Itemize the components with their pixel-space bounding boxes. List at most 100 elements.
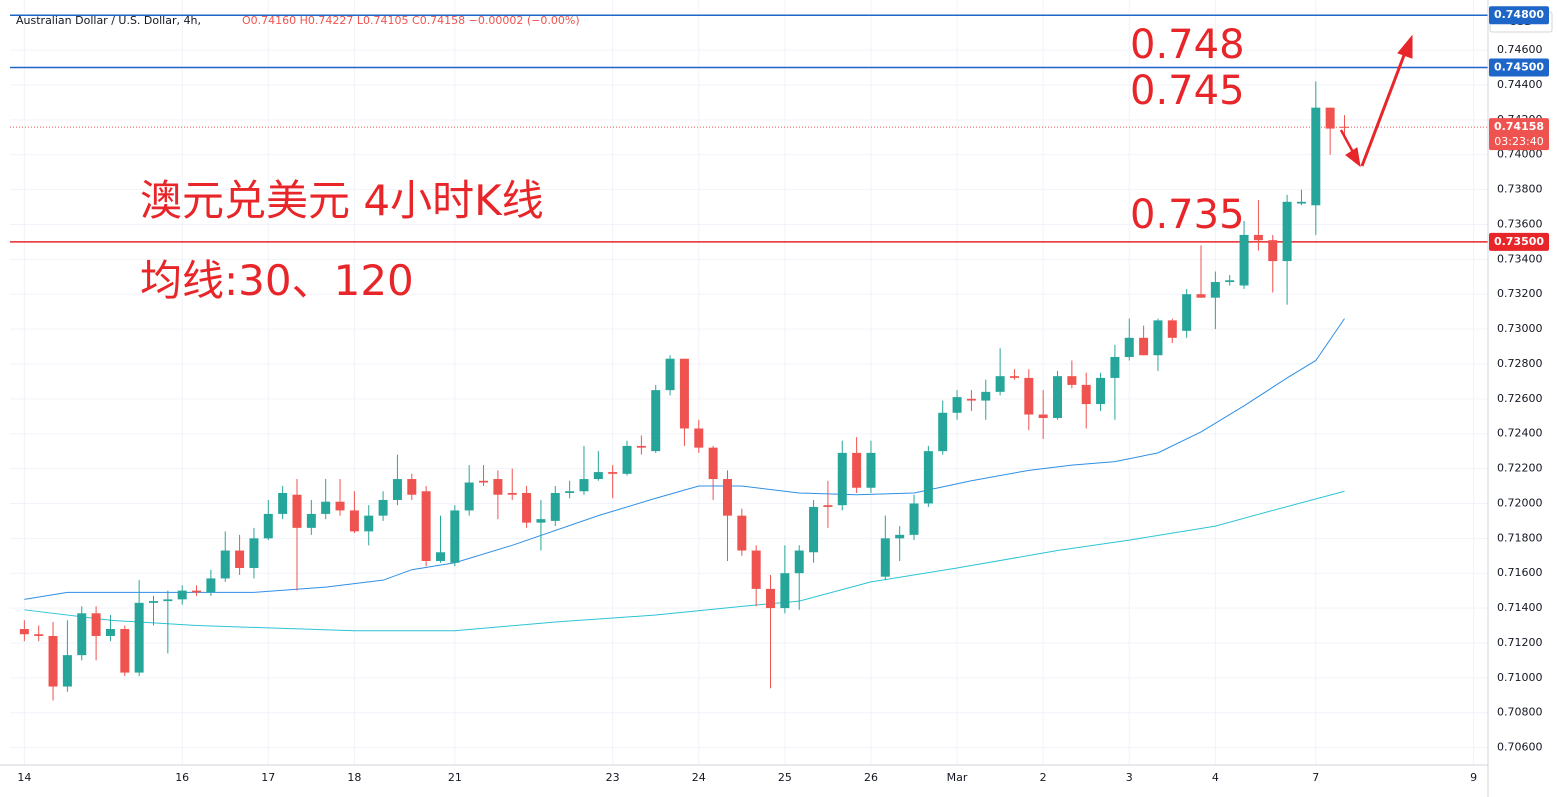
candle-body [766,588,776,609]
candle-body [823,505,833,507]
candle-body [34,634,44,636]
x-tick-label: 3 [1126,771,1133,784]
y-tick-label: 0.71600 [1497,566,1543,579]
candle-body [206,578,216,593]
candle-body [780,573,790,609]
plot [19,81,1350,701]
candle-body [278,492,288,514]
y-tick-label: 0.70800 [1497,706,1543,719]
moving-average [24,318,1345,600]
candle-body [880,538,890,577]
y-tick-label: 0.74000 [1497,148,1543,161]
arrow [1339,129,1356,155]
level-tag [1489,58,1549,77]
y-tick-label: 0.72000 [1497,496,1543,509]
candle-body [392,479,402,500]
candle-body [249,538,259,568]
y-tick-label: 0.70600 [1497,741,1543,754]
candle-body [91,613,101,636]
x-tick-label: 21 [448,771,462,784]
candle-body [134,602,144,673]
candle-body [105,628,115,636]
candle-body [1268,240,1278,262]
candle-body [1038,414,1048,419]
x-tick-label: Mar [947,771,968,784]
candle-body [263,513,273,539]
x-tick-label: 26 [864,771,878,784]
candle-body [1110,356,1120,378]
level-tag [1489,232,1549,251]
x-tick-label: 4 [1212,771,1219,784]
x-tick-label: 7 [1312,771,1319,784]
y-tick-label: 0.71000 [1497,671,1543,684]
candle-body [48,635,58,687]
candle-body [665,358,675,391]
y-tick-label: 0.74600 [1497,43,1543,56]
candle-body [751,550,761,589]
x-tick-label: 17 [261,771,275,784]
y-tick-label: 0.74400 [1497,78,1543,91]
y-tick-label: 0.71800 [1497,531,1543,544]
candle-body [608,472,618,474]
candle-body [651,390,661,452]
candle-body [1153,320,1163,356]
candle-body [1182,294,1192,331]
x-tick-label: 14 [17,771,31,784]
last-price-tag [1489,118,1549,151]
candle-body [306,513,316,528]
x-tick-label: 24 [692,771,706,784]
candle-body [378,499,388,516]
candle-body [1096,377,1106,405]
candle-body [837,452,847,506]
x-tick-label: 2 [1040,771,1047,784]
candle-body [579,479,589,492]
candle-body [1067,376,1077,385]
y-tick-label: 0.73000 [1497,322,1543,335]
candle-body [493,479,503,495]
candle-body [1311,107,1321,206]
y-tick-label: 0.72800 [1497,357,1543,370]
y-tick-label: 0.71400 [1497,601,1543,614]
candle-body [292,494,302,528]
countdown: 03:23:40 [1494,135,1543,148]
x-tick-label: 18 [347,771,361,784]
candle-body [981,391,991,401]
y-tick-label: 0.73600 [1497,217,1543,230]
candle-body [1296,201,1306,204]
candle-body [148,601,158,603]
candle-body [550,492,560,521]
y-tick-label: 0.72400 [1497,427,1543,440]
candle-body [694,428,704,448]
candle-body [1282,201,1292,262]
level-label: 0.74500 [1494,61,1544,74]
candle-body [909,503,919,535]
candle-body [923,451,933,504]
candle-body [1196,294,1206,298]
candle-body [163,599,173,602]
candle-body [1325,107,1335,129]
candle-body [995,376,1005,392]
candle-body [235,550,245,568]
candle-body [220,550,230,579]
candle-body [536,519,546,523]
y-tick-label: 0.73800 [1497,183,1543,196]
candle-body [966,398,976,401]
arrow-head [1345,147,1361,168]
candle-body [679,358,689,429]
candle-body [809,506,819,553]
candle-body [1239,234,1249,286]
y-tick-label: 0.72600 [1497,392,1543,405]
candle-body [636,445,646,448]
candle-body [120,628,130,673]
y-tick-label: 0.72200 [1497,462,1543,475]
level-label: 0.74800 [1494,8,1544,21]
candle-body [1340,126,1350,128]
arrow-head [1397,34,1413,59]
candle-body [1124,337,1134,357]
x-tick-label: 23 [606,771,620,784]
last-price-label: 0.74158 [1494,120,1544,133]
x-tick-label: 25 [778,771,792,784]
candle-body [464,482,474,511]
candle-body [19,628,29,635]
